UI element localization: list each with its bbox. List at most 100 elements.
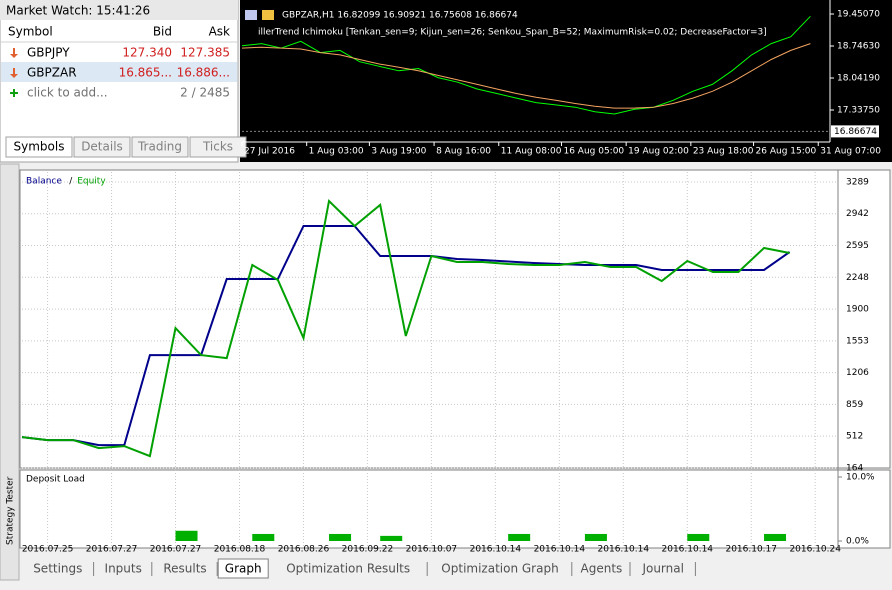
x-tick-label: 2016.10.07 bbox=[406, 545, 458, 555]
tester-side-strip bbox=[0, 163, 20, 581]
bar bbox=[687, 533, 710, 541]
series-line bbox=[21, 225, 791, 447]
tab[interactable] bbox=[73, 136, 131, 158]
x-tick-label: 2016.10.24 bbox=[789, 545, 841, 555]
indicator-label: illerTrend Ichimoku [Tenkan_sen=9; Kijun… bbox=[258, 28, 767, 38]
y-tick-label: 1553 bbox=[846, 336, 869, 346]
tab[interactable] bbox=[94, 559, 152, 578]
bar bbox=[329, 533, 352, 541]
x-tick-label: 23 Aug 18:00 bbox=[693, 147, 754, 157]
legend-separator: / bbox=[69, 177, 73, 187]
add-icon bbox=[10, 89, 18, 97]
y-tick-label: 0.0% bbox=[846, 537, 869, 547]
y-tick-label: 1206 bbox=[846, 368, 869, 378]
bar bbox=[584, 533, 607, 541]
tab[interactable] bbox=[152, 559, 218, 578]
tab-label[interactable]: Journal bbox=[641, 562, 684, 576]
symbol[interactable]: GBPJPY bbox=[27, 46, 70, 60]
tab-label[interactable]: Symbols bbox=[14, 140, 65, 154]
last-price-label: 16.86674 bbox=[834, 127, 877, 137]
x-tick-label: 2016.10.14 bbox=[598, 545, 650, 555]
x-tick-label: 8 Aug 16:00 bbox=[436, 147, 491, 157]
y-tick-label: 2942 bbox=[846, 209, 869, 219]
series-line bbox=[241, 15, 811, 115]
chart-title: GBPZAR,H1 16.82099 16.90921 16.75608 16.… bbox=[282, 11, 518, 21]
x-tick-label: 2016.10.14 bbox=[662, 545, 714, 555]
x-tick-label: 11 Aug 08:00 bbox=[501, 147, 562, 157]
tab[interactable] bbox=[5, 136, 73, 158]
bar bbox=[380, 535, 403, 541]
tab[interactable] bbox=[131, 136, 189, 158]
bid: 127.340 bbox=[122, 46, 172, 60]
tab-label[interactable]: Settings bbox=[33, 562, 82, 576]
x-tick-label: 2016.10.14 bbox=[534, 545, 586, 555]
y-tick-label: 18.74630 bbox=[837, 42, 880, 52]
y-tick-label: 3289 bbox=[846, 177, 869, 187]
column-header: Symbol bbox=[8, 25, 53, 39]
series-line bbox=[21, 198, 790, 458]
x-tick-label: 19 Aug 02:00 bbox=[628, 147, 689, 157]
series-line bbox=[241, 43, 811, 109]
tab[interactable] bbox=[189, 136, 247, 158]
tab-label[interactable]: Results bbox=[163, 562, 206, 576]
tab-label[interactable]: Agents bbox=[581, 562, 623, 576]
legend-entry: Balance bbox=[26, 177, 62, 187]
flag-icon bbox=[245, 10, 257, 20]
y-tick-label: 17.33750 bbox=[837, 105, 880, 115]
y-tick-label: 512 bbox=[846, 432, 863, 442]
flag-icon bbox=[262, 10, 274, 20]
y-tick-label: 2595 bbox=[846, 241, 869, 251]
down-arrow-icon bbox=[10, 68, 18, 78]
x-tick-label: 3 Aug 19:00 bbox=[371, 147, 426, 157]
tab-label[interactable]: Trading bbox=[137, 140, 182, 154]
side-label: Strategy Tester bbox=[6, 476, 16, 545]
ask: 16.886... bbox=[177, 66, 230, 80]
x-tick-label: 16 Aug 05:00 bbox=[563, 147, 624, 157]
x-tick-label: 2016.10.17 bbox=[725, 545, 777, 555]
balance-panel bbox=[19, 169, 891, 469]
tab-label[interactable]: Inputs bbox=[105, 562, 142, 576]
panel-title: Deposit Load bbox=[26, 475, 85, 485]
y-tick-label: 19.45070 bbox=[837, 10, 880, 20]
y-tick-label: 859 bbox=[846, 400, 863, 410]
tab-label[interactable]: Optimization Graph bbox=[441, 562, 558, 576]
x-tick-label: 26 Aug 15:00 bbox=[756, 147, 817, 157]
legend-entry: Equity bbox=[77, 177, 106, 187]
y-tick-label: 18.04190 bbox=[837, 74, 880, 84]
bar bbox=[252, 533, 275, 541]
selected-row bbox=[1, 62, 237, 82]
x-tick-label: 2016.09.22 bbox=[342, 545, 394, 555]
bar bbox=[508, 533, 531, 541]
x-tick-label: 1 Aug 03:00 bbox=[309, 147, 364, 157]
bar bbox=[764, 533, 787, 541]
tab[interactable] bbox=[269, 559, 428, 578]
deposit-panel bbox=[19, 469, 891, 549]
tab[interactable] bbox=[22, 559, 94, 578]
down-arrow-icon bbox=[10, 48, 18, 58]
tab-label[interactable]: Optimization Results bbox=[286, 562, 410, 576]
x-tick-label: 2016.07.27 bbox=[86, 545, 138, 555]
x-tick-label: 27 Jul 2016 bbox=[244, 147, 295, 157]
tab-label[interactable]: Details bbox=[81, 140, 123, 154]
x-tick-label: 2016.07.27 bbox=[150, 545, 202, 555]
symbol[interactable]: GBPZAR bbox=[27, 66, 77, 80]
panel-title: Market Watch: 15:41:26 bbox=[6, 4, 150, 18]
tab[interactable] bbox=[572, 559, 630, 578]
y-tick-label: 164 bbox=[846, 464, 863, 474]
x-tick-label: 2016.07.25 bbox=[22, 545, 74, 555]
x-tick-label: 2016.08.26 bbox=[278, 545, 330, 555]
bar bbox=[175, 530, 198, 541]
add-symbol[interactable]: click to add... bbox=[27, 86, 108, 100]
y-tick-label: 10.0% bbox=[846, 473, 875, 483]
market-watch-titlebar bbox=[0, 0, 238, 20]
tab-label[interactable]: Graph bbox=[225, 562, 262, 576]
tab[interactable] bbox=[217, 558, 269, 579]
ask: 127.385 bbox=[180, 46, 230, 60]
column-header: Ask bbox=[209, 25, 230, 39]
tab[interactable] bbox=[631, 559, 696, 578]
tab-label[interactable]: Ticks bbox=[202, 140, 233, 154]
tab[interactable] bbox=[428, 559, 572, 578]
last-price-box bbox=[831, 125, 879, 138]
column-header: Bid bbox=[153, 25, 172, 39]
